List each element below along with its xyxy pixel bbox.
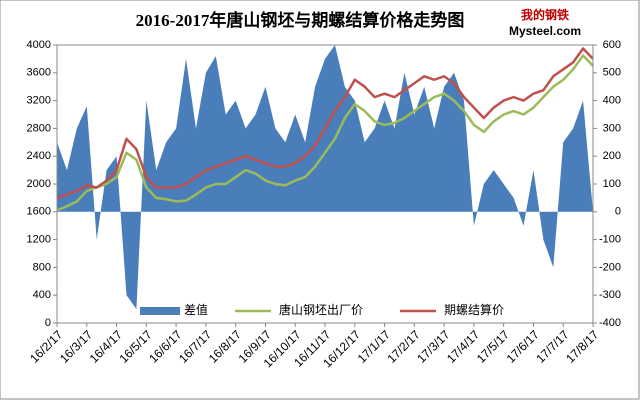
line [56,47,594,200]
y2-tick-label: 500 [603,67,621,79]
chart-title: 2016-2017年唐山钢坯与期螺结算价格走势图 [136,10,465,30]
y2-tick-label: 400 [603,95,621,107]
y-tick-label: 800 [33,261,51,273]
y2-tick-label: -300 [599,289,621,301]
y-tick-label: 1200 [27,234,51,246]
y-tick-label: 3600 [27,67,51,79]
y2-tick-label: -400 [599,317,621,329]
y2-tick-label: 100 [603,178,621,190]
y-tick-label: 0 [45,317,51,329]
y-tick-label: 1600 [27,206,51,218]
legend-label: 唐山钢坯出厂价 [279,302,363,317]
legend-label: 差值 [184,302,208,317]
y2-tick-label: 600 [603,39,621,51]
y-tick-label: 3200 [27,95,51,107]
y-tick-label: 400 [33,289,51,301]
legend-swatch [140,307,180,315]
y2-tick-label: -100 [599,234,621,246]
y2-tick-label: -200 [599,261,621,273]
logo-cn: 我的钢铁 [521,7,569,22]
y2-tick-label: 0 [615,206,621,218]
line [56,54,594,212]
legend-label: 期螺结算价 [444,302,504,317]
area [57,45,593,310]
logo-en: Mysteel.com [509,24,581,38]
y-tick-label: 2400 [27,150,51,162]
y-tick-label: 2000 [27,178,51,190]
y2-tick-label: 200 [603,150,621,162]
y-tick-label: 2800 [27,122,51,134]
y2-tick-label: 300 [603,122,621,134]
y-tick-label: 4000 [27,39,51,51]
